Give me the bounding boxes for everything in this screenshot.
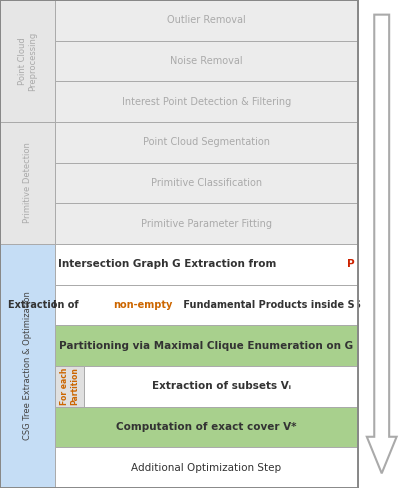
Text: Extraction of subsets Vᵢ: Extraction of subsets Vᵢ bbox=[151, 381, 291, 391]
Bar bbox=[55, 325, 358, 366]
Bar bbox=[55, 285, 358, 325]
Text: Noise Removal: Noise Removal bbox=[170, 56, 243, 66]
Bar bbox=[55, 163, 358, 203]
Bar bbox=[55, 203, 358, 244]
Text: Primitive Classification: Primitive Classification bbox=[151, 178, 262, 188]
Bar bbox=[0, 244, 55, 488]
Bar bbox=[0, 0, 358, 488]
Text: Intersection Graph G Extraction from: Intersection Graph G Extraction from bbox=[58, 259, 280, 269]
Bar bbox=[84, 366, 358, 407]
Bar bbox=[55, 407, 358, 447]
Text: CSG Tree Extraction & Optimization: CSG Tree Extraction & Optimization bbox=[23, 291, 32, 441]
Text: Primitive Parameter Fitting: Primitive Parameter Fitting bbox=[141, 219, 272, 229]
Polygon shape bbox=[367, 15, 396, 473]
Bar bbox=[55, 244, 358, 285]
Bar bbox=[55, 0, 358, 41]
Bar bbox=[0, 0, 55, 122]
Bar bbox=[55, 41, 358, 81]
Text: Point Cloud Segmentation: Point Cloud Segmentation bbox=[143, 137, 270, 147]
Text: Point Cloud
Preprocessing: Point Cloud Preprocessing bbox=[18, 31, 37, 91]
Text: Additional Optimization Step: Additional Optimization Step bbox=[132, 463, 281, 473]
Text: Extraction of: Extraction of bbox=[8, 300, 82, 310]
Text: Computation of exact cover V*: Computation of exact cover V* bbox=[116, 422, 297, 432]
Text: For each
Partition: For each Partition bbox=[60, 367, 79, 405]
Bar bbox=[55, 122, 358, 163]
Text: Interest Point Detection & Filtering: Interest Point Detection & Filtering bbox=[122, 97, 291, 107]
Text: Fundamental Products inside S: Fundamental Products inside S bbox=[180, 300, 355, 310]
Text: Extraction of non-empty Fundamental Products inside S: Extraction of non-empty Fundamental Prod… bbox=[53, 300, 360, 310]
Bar bbox=[55, 81, 358, 122]
Text: Extraction of non-empty Fundamental Products inside S: Extraction of non-empty Fundamental Prod… bbox=[53, 300, 360, 310]
Text: Partitioning via Maximal Clique Enumeration on G: Partitioning via Maximal Clique Enumerat… bbox=[60, 341, 354, 351]
Text: Outlier Removal: Outlier Removal bbox=[167, 15, 246, 25]
Bar bbox=[0, 122, 55, 244]
Text: non-empty: non-empty bbox=[113, 300, 172, 310]
Text: Intersection Graph G Extraction from P: Intersection Graph G Extraction from P bbox=[92, 259, 321, 269]
Text: P: P bbox=[347, 259, 354, 269]
Bar bbox=[55, 447, 358, 488]
Bar bbox=[55, 366, 84, 407]
Text: Intersection Graph G Extraction from P: Intersection Graph G Extraction from P bbox=[92, 259, 321, 269]
Bar bbox=[55, 245, 358, 284]
Text: Primitive Detection: Primitive Detection bbox=[23, 142, 32, 224]
Bar bbox=[55, 285, 358, 325]
